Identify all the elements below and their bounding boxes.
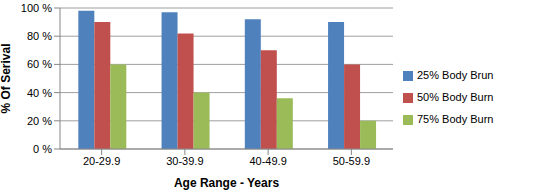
svg-text:80 %: 80 %	[27, 30, 52, 42]
svg-text:30-39.9: 30-39.9	[166, 155, 203, 167]
svg-text:40 %: 40 %	[27, 87, 52, 99]
svg-text:50-59.9: 50-59.9	[333, 155, 370, 167]
html-text:25% Body Brun: 25% Body Brun	[417, 68, 494, 81]
svg-text:60 %: 60 %	[27, 58, 52, 70]
svg-text:Age Range - Years: Age Range - Years	[174, 176, 279, 190]
svg-text:100 %: 100 %	[21, 2, 52, 14]
html-text:50% Body Burn: 50% Body Burn	[417, 90, 494, 103]
svg-text:% Of Serival: % Of Serival	[8, 43, 13, 113]
svg-text:0 %: 0 %	[33, 143, 52, 155]
svg-text:40-49.9: 40-49.9	[249, 155, 286, 167]
html-text:75% Body Burn: 75% Body Burn	[417, 112, 494, 125]
svg-text:20-29.9: 20-29.9	[83, 155, 120, 167]
svg-text:20 %: 20 %	[27, 115, 52, 127]
